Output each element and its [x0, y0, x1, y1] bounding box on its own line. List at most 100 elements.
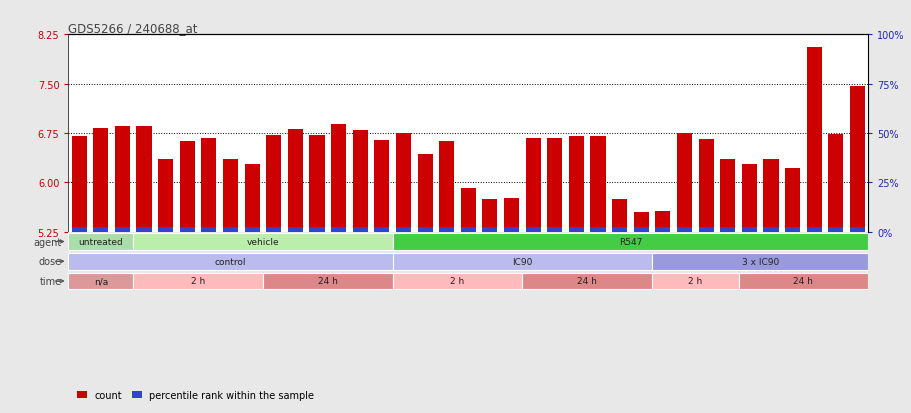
Bar — [158, 159, 173, 232]
Bar — [784, 169, 799, 232]
Text: 24 h: 24 h — [318, 277, 337, 286]
Bar — [784, 228, 799, 232]
Bar — [353, 228, 367, 232]
Bar — [720, 228, 734, 232]
Text: 2 h: 2 h — [190, 277, 205, 286]
Bar — [115, 228, 130, 232]
Text: 2 h: 2 h — [450, 277, 464, 286]
Bar — [115, 127, 130, 232]
Bar — [720, 160, 734, 232]
Bar — [633, 228, 648, 232]
Bar — [331, 228, 346, 232]
Bar — [633, 212, 648, 232]
Bar — [568, 228, 583, 232]
Text: control: control — [215, 257, 246, 266]
Bar — [201, 139, 216, 232]
Bar — [805, 48, 821, 232]
Bar — [393, 273, 522, 290]
Bar — [353, 131, 367, 232]
Bar — [482, 199, 496, 232]
Bar — [93, 129, 108, 232]
Bar — [266, 228, 281, 232]
Bar — [72, 228, 87, 232]
Bar — [244, 164, 260, 232]
Bar — [137, 228, 151, 232]
Bar — [393, 234, 867, 250]
Bar — [93, 228, 108, 232]
Text: n/a: n/a — [94, 277, 107, 286]
Bar — [244, 228, 260, 232]
Bar — [309, 135, 324, 232]
Bar — [68, 273, 133, 290]
Bar — [133, 234, 393, 250]
Bar — [460, 188, 476, 232]
Bar — [763, 160, 778, 232]
Text: vehicle: vehicle — [246, 237, 279, 247]
Bar — [651, 273, 738, 290]
Bar — [651, 253, 867, 270]
Bar — [547, 228, 562, 232]
Bar — [393, 253, 651, 270]
Bar — [460, 228, 476, 232]
Bar — [68, 253, 393, 270]
Bar — [741, 228, 756, 232]
Bar — [222, 228, 238, 232]
Bar — [374, 228, 389, 232]
Bar — [805, 228, 821, 232]
Bar — [374, 141, 389, 232]
Bar — [179, 142, 195, 232]
Bar — [525, 138, 540, 232]
Bar — [849, 228, 864, 232]
Text: IC90: IC90 — [512, 257, 532, 266]
Bar — [395, 133, 411, 232]
Bar — [655, 228, 670, 232]
Text: 24 h: 24 h — [793, 277, 813, 286]
Text: agent: agent — [34, 237, 62, 247]
Bar — [589, 137, 605, 232]
Bar — [439, 228, 454, 232]
Legend: count, percentile rank within the sample: count, percentile rank within the sample — [73, 386, 318, 404]
Bar — [137, 127, 151, 232]
Text: 24 h: 24 h — [577, 277, 597, 286]
Bar — [288, 130, 302, 232]
Bar — [309, 228, 324, 232]
Bar — [331, 125, 346, 232]
Text: 3 x IC90: 3 x IC90 — [741, 257, 778, 266]
Bar — [676, 133, 691, 232]
Bar — [763, 228, 778, 232]
Bar — [827, 135, 843, 232]
Bar — [698, 140, 713, 232]
Bar — [72, 137, 87, 232]
Bar — [266, 135, 281, 232]
Bar — [547, 138, 562, 232]
Bar — [133, 273, 262, 290]
Bar — [262, 273, 393, 290]
Bar — [525, 228, 540, 232]
Bar — [158, 228, 173, 232]
Bar — [589, 228, 605, 232]
Bar — [417, 228, 432, 232]
Bar — [676, 228, 691, 232]
Bar — [222, 160, 238, 232]
Bar — [611, 228, 627, 232]
Bar — [482, 228, 496, 232]
Text: GDS5266 / 240688_at: GDS5266 / 240688_at — [68, 22, 198, 35]
Bar — [655, 212, 670, 232]
Bar — [504, 228, 518, 232]
Bar — [849, 86, 864, 232]
Bar — [741, 164, 756, 232]
Bar — [827, 228, 843, 232]
Text: untreated: untreated — [78, 237, 123, 247]
Text: dose: dose — [39, 256, 62, 267]
Bar — [288, 228, 302, 232]
Bar — [504, 199, 518, 232]
Bar — [417, 154, 432, 232]
Text: R547: R547 — [618, 237, 641, 247]
Bar — [611, 199, 627, 232]
Bar — [738, 273, 867, 290]
Bar — [179, 228, 195, 232]
Text: time: time — [40, 276, 62, 286]
Bar — [395, 228, 411, 232]
Bar — [568, 137, 583, 232]
Bar — [522, 273, 651, 290]
